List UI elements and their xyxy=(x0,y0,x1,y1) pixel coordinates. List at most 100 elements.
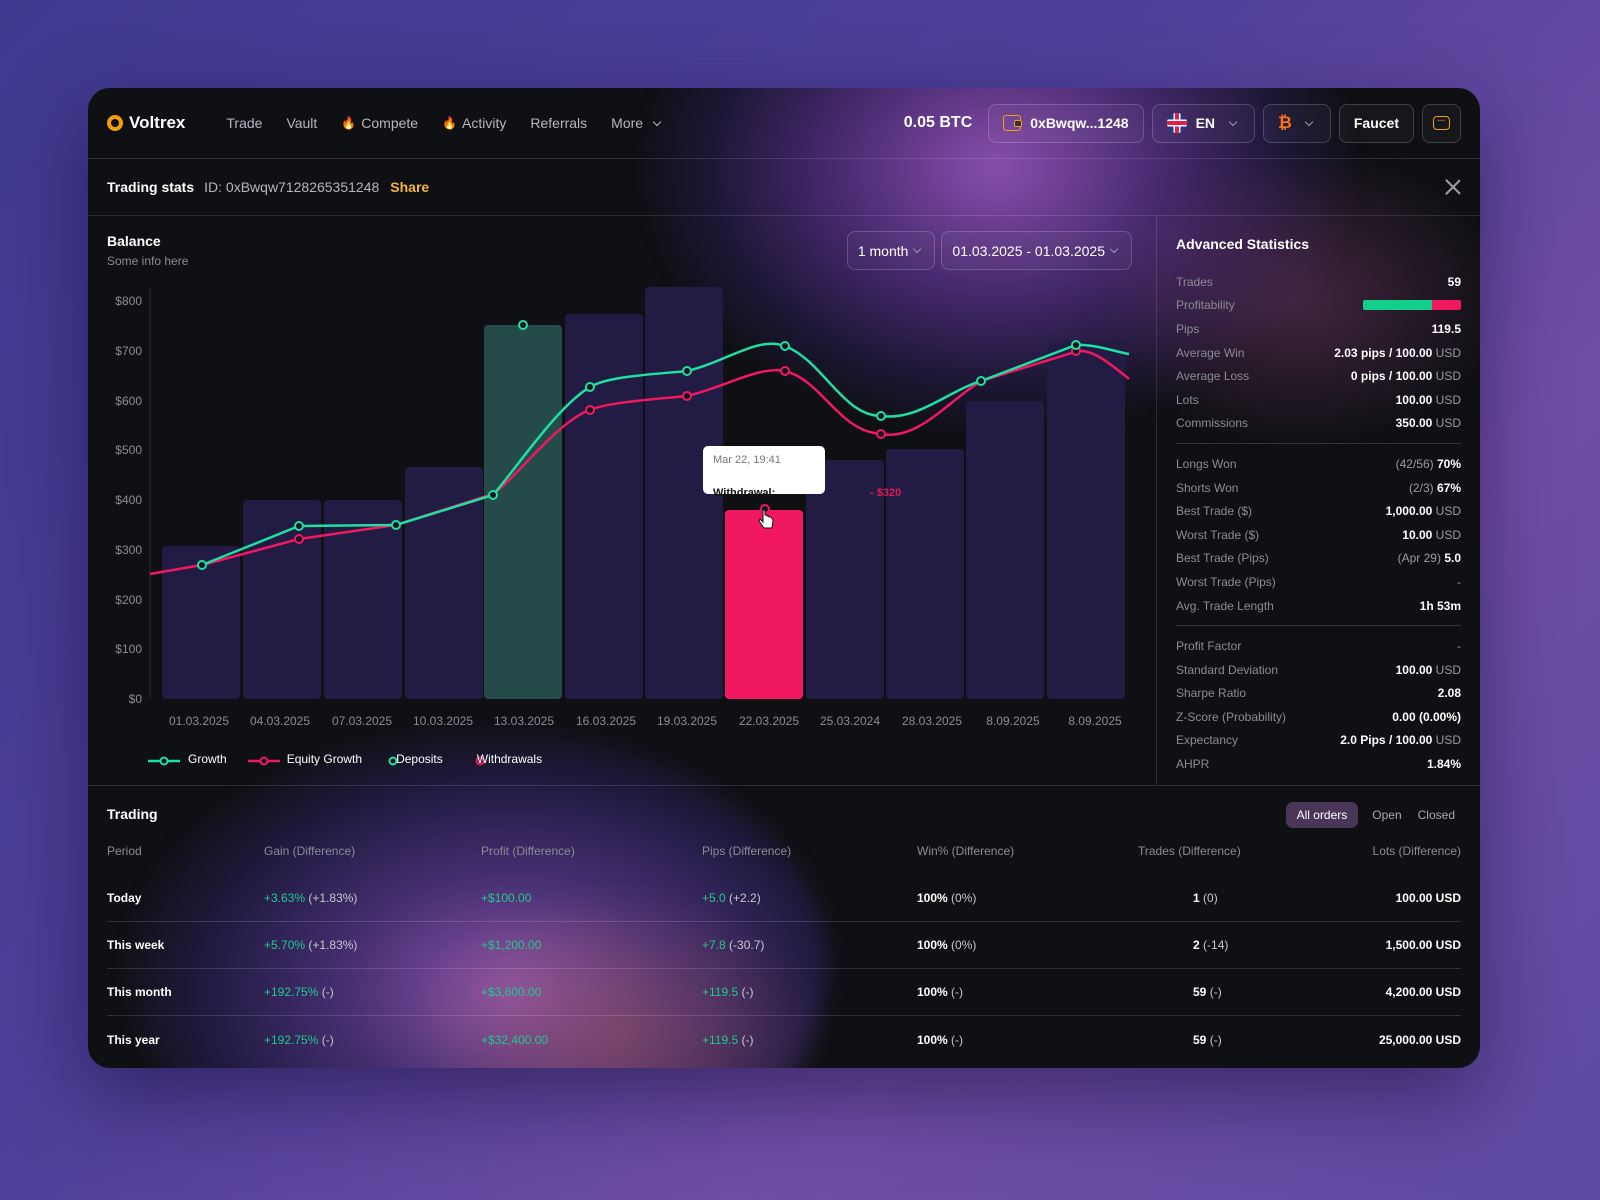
x-tick: 8.09.2025 xyxy=(1068,714,1122,728)
table-body: Today +3.63% (+1.83%) +$100.00 +5.0 (+2.… xyxy=(107,875,1461,1063)
stat-value: - xyxy=(1457,575,1461,589)
stat-value: 100.00 USD xyxy=(1396,663,1461,677)
flame-icon: 🔥 xyxy=(442,116,458,130)
nav-item-more[interactable]: More xyxy=(611,115,664,131)
nav-item-vault[interactable]: Vault xyxy=(286,115,317,131)
stat-label: Z-Score (Probability) xyxy=(1176,709,1287,724)
trading-stats-window: Voltrex Trade Vault 🔥 Compete 🔥 Activity R… xyxy=(88,88,1480,1068)
stat-row: Worst Trade ($) 10.00 USD xyxy=(1176,523,1461,547)
y-tick: $0 xyxy=(128,692,142,706)
value-unit: USD xyxy=(1435,392,1461,407)
stat-row: Avg. Trade Length 1h 53m xyxy=(1176,594,1461,618)
stat-label: Longs Won xyxy=(1176,456,1237,471)
table-header: Period Gain (Difference) Profit (Differe… xyxy=(107,844,1461,858)
nav-item-compete[interactable]: 🔥 Compete xyxy=(341,115,418,131)
trading-table: Period Gain (Difference) Profit (Differe… xyxy=(107,844,1461,1063)
close-icon[interactable] xyxy=(1445,179,1461,195)
tab-closed[interactable]: Closed xyxy=(1417,808,1455,822)
stat-value: 1,000.00 USD xyxy=(1386,504,1461,518)
value-unit: USD xyxy=(1435,369,1461,384)
date-range-label: 01.03.2025 - 01.03.2025 xyxy=(952,242,1105,259)
equity-growth-line xyxy=(149,349,1130,576)
cell-trades: 1 (0) xyxy=(1138,891,1295,905)
stat-value: 10.00 USD xyxy=(1402,528,1461,542)
y-tick: $300 xyxy=(115,543,142,557)
chevron-down-icon xyxy=(913,244,922,254)
y-tick: $700 xyxy=(115,344,142,358)
legend-withdrawals[interactable]: Withdrawals xyxy=(476,752,543,766)
cell-pips: +119.5 (-) xyxy=(702,985,917,999)
stat-label: Pips xyxy=(1176,321,1200,336)
divider xyxy=(1176,443,1461,445)
trades-diff: (0) xyxy=(1203,891,1218,905)
column-header: Lots (Difference) xyxy=(1372,844,1461,858)
stat-value: 2.08 xyxy=(1437,686,1461,701)
stat-row: Sharpe Ratio 2.08 xyxy=(1176,682,1461,706)
value-unit: USD xyxy=(1435,733,1461,748)
stat-row: Expectancy 2.0 Pips / 100.00 USD xyxy=(1176,729,1461,753)
win-value: 100% xyxy=(917,1032,948,1047)
chart-legend: Growth Equity Growth Deposits Withdrawal… xyxy=(148,752,542,766)
logo[interactable]: Voltrex xyxy=(107,113,185,133)
cell-period: This week xyxy=(107,938,165,952)
gain-value: +192.75% xyxy=(264,1032,319,1047)
cell-lots: 100.00 USD xyxy=(1395,891,1461,905)
cell-period: This year xyxy=(107,1032,160,1047)
stat-value: 59 xyxy=(1447,274,1461,289)
nav-item-activity[interactable]: 🔥 Activity xyxy=(442,115,506,131)
balance-controls: 1 month 01.03.2025 - 01.03.2025 xyxy=(846,231,1132,270)
tab-open[interactable]: Open xyxy=(1372,808,1402,822)
bitcoin-icon: ₿ xyxy=(1278,113,1292,132)
account-id: ID: 0xBwqw7128265351248 xyxy=(204,179,380,195)
profit-loss-segment xyxy=(1431,300,1461,311)
table-row: This month +192.75% (-) +$3,600.00 +119.… xyxy=(107,969,1461,1016)
nav-item-referrals[interactable]: Referrals xyxy=(530,115,587,131)
faucet-label: Faucet xyxy=(1353,115,1399,131)
value-empty: - xyxy=(1457,574,1461,589)
stat-value: 1h 53m xyxy=(1419,598,1461,613)
legend-equity-growth[interactable]: Equity Growth xyxy=(286,752,363,766)
legend-deposits[interactable]: Deposits xyxy=(396,752,443,766)
trades-diff: (-) xyxy=(1209,985,1222,999)
tooltip-date: Mar 22, 19:41 xyxy=(713,454,781,466)
value-number: 2.0 Pips / 100.00 xyxy=(1340,733,1433,748)
currency-select[interactable]: ₿ xyxy=(1263,103,1331,143)
trades-diff: (-14) xyxy=(1203,938,1229,952)
gain-diff: (-) xyxy=(321,1032,334,1047)
win-diff: (0%) xyxy=(951,938,977,952)
nav-item-trade[interactable]: Trade xyxy=(226,115,262,131)
value-empty: - xyxy=(1457,639,1461,654)
stat-row: Lots 100.00 USD xyxy=(1176,388,1461,412)
date-range-select[interactable]: 01.03.2025 - 01.03.2025 xyxy=(941,231,1132,270)
gain-value: +3.63% xyxy=(264,891,306,905)
stat-label: Profit Factor xyxy=(1176,639,1242,654)
period-label: 1 month xyxy=(857,242,909,259)
value-detail: (Apr 29) xyxy=(1397,551,1441,566)
chat-button[interactable]: ··· xyxy=(1422,103,1461,143)
stat-label: Best Trade ($) xyxy=(1176,504,1253,519)
stat-row: Commissions 350.00 USD xyxy=(1176,412,1461,436)
stat-row: Z-Score (Probability) 0.00 (0.00%) xyxy=(1176,705,1461,729)
nav-right: 0.05 BTC 0xBwqw...1248 EN ₿ Faucet ··· xyxy=(903,103,1461,143)
legend-growth[interactable]: Growth xyxy=(188,752,227,766)
faucet-button[interactable]: Faucet xyxy=(1338,103,1414,143)
brand-name: Voltrex xyxy=(129,113,186,132)
language-select[interactable]: EN xyxy=(1151,103,1256,143)
tooltip-value: - $320 xyxy=(870,486,902,499)
stat-row: Longs Won (42/56) 70% xyxy=(1176,452,1461,476)
y-tick: $800 xyxy=(115,294,142,308)
profit-win-segment xyxy=(1363,300,1432,311)
tab-all-orders[interactable]: All orders xyxy=(1285,802,1359,828)
wallet-address: 0xBwqw...1248 xyxy=(1030,115,1129,131)
wallet-button[interactable]: 0xBwqw...1248 xyxy=(988,103,1144,143)
value-number: 2.03 pips / 100.00 xyxy=(1334,345,1433,360)
growth-line xyxy=(201,342,1130,567)
y-tick: $200 xyxy=(115,593,142,607)
btc-balance: 0.05 BTC xyxy=(903,114,973,131)
flame-icon: 🔥 xyxy=(341,116,357,130)
x-tick: 28.03.2025 xyxy=(901,714,963,728)
share-link[interactable]: Share xyxy=(390,179,430,195)
period-select[interactable]: 1 month xyxy=(846,231,936,270)
value-number: 350.00 xyxy=(1395,416,1433,431)
tooltip-row: Withdrawal: - $320 xyxy=(713,469,901,516)
